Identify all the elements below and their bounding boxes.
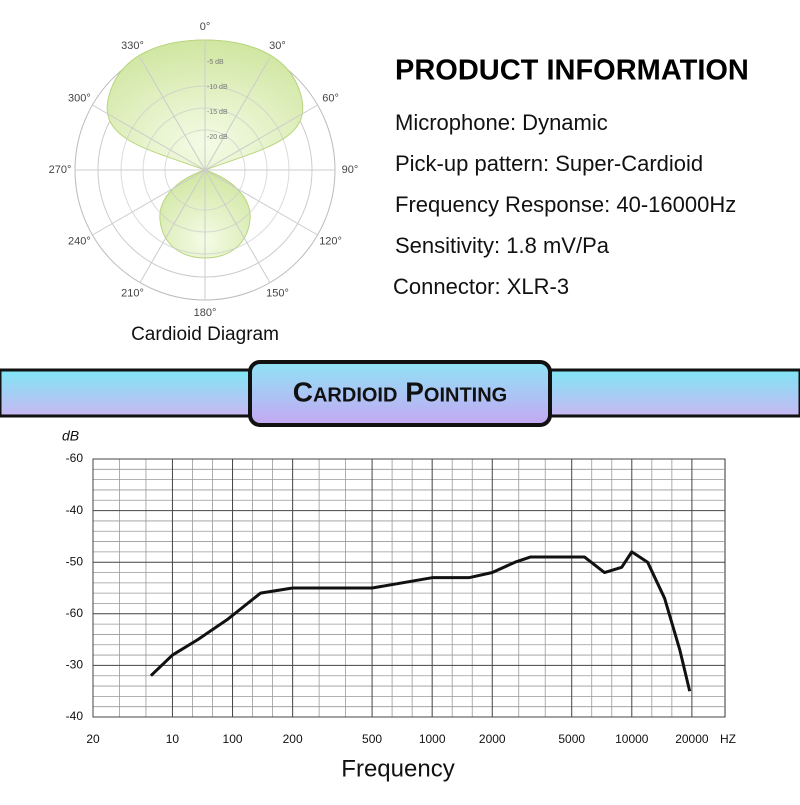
plot-area xyxy=(92,458,726,718)
angle-label: 240° xyxy=(68,235,91,247)
spoke xyxy=(204,57,271,171)
ring-label: -20 dB xyxy=(207,134,228,141)
angle-label: 330° xyxy=(121,40,144,52)
angle-label: 150° xyxy=(266,288,289,300)
angle-label: 90° xyxy=(342,164,359,176)
x-unit: HZ xyxy=(720,732,736,746)
ring-label: -5 dB xyxy=(207,59,224,66)
x-tick-label: 2000 xyxy=(479,732,506,746)
spoke xyxy=(139,57,206,171)
y-tick-label: -40 xyxy=(66,709,84,723)
angle-label: 0° xyxy=(200,21,211,33)
spoke xyxy=(204,169,271,283)
x-tick-label: 500 xyxy=(362,732,382,746)
y-axis-label: dB xyxy=(62,428,79,444)
info-line: Microphone: Dynamic xyxy=(395,110,608,135)
info-line: Frequency Response: 40-16000Hz xyxy=(395,192,736,217)
angle-label: 210° xyxy=(121,288,144,300)
angle-label: 120° xyxy=(319,235,342,247)
banner-box xyxy=(248,360,552,427)
x-axis-label: Frequency xyxy=(341,755,454,782)
y-tick-label: -60 xyxy=(66,606,84,620)
response-line xyxy=(149,550,692,692)
y-tick-label: -30 xyxy=(66,658,84,672)
info-title: PRODUCT INFORMATION xyxy=(395,55,749,87)
ring-label: -15 dB xyxy=(207,109,228,116)
angle-label: 30° xyxy=(269,40,286,52)
angle-label: 270° xyxy=(49,164,72,176)
x-tick-label: 20000 xyxy=(675,732,709,746)
spoke xyxy=(92,104,206,171)
angle-label: 180° xyxy=(194,307,217,319)
y-tick-label: -60 xyxy=(66,451,84,465)
y-tick-label: -40 xyxy=(66,503,84,517)
info-line: Sensitivity: 1.8 mV/Pa xyxy=(395,233,610,258)
spoke xyxy=(204,104,318,171)
x-tick-label: 10 xyxy=(166,732,180,746)
y-tick-label: -50 xyxy=(66,554,84,568)
x-tick-label: 1000 xyxy=(419,732,446,746)
spoke xyxy=(139,169,206,283)
x-tick-label: 20 xyxy=(86,732,100,746)
angle-label: 300° xyxy=(68,92,91,104)
ring-label: -10 dB xyxy=(207,84,228,91)
x-tick-label: 200 xyxy=(283,732,303,746)
spoke xyxy=(204,169,318,236)
x-tick-label: 100 xyxy=(223,732,243,746)
polar-diagram xyxy=(74,39,336,301)
angle-label: 60° xyxy=(322,92,339,104)
info-line: Connector: XLR-3 xyxy=(393,274,569,299)
spoke xyxy=(92,169,206,236)
polar-caption: Cardioid Diagram xyxy=(131,324,279,345)
info-line: Pick-up pattern: Super-Cardioid xyxy=(395,151,703,176)
x-tick-label: 5000 xyxy=(558,732,585,746)
x-tick-label: 10000 xyxy=(615,732,649,746)
banner-text: Cardioid Pointing xyxy=(293,376,507,407)
